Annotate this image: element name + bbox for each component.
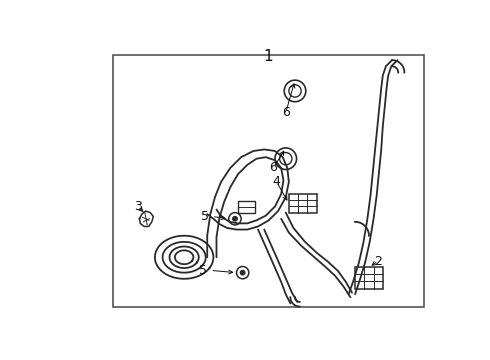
Text: 6: 6 <box>282 106 290 119</box>
Text: 3: 3 <box>134 200 142 213</box>
Text: 1: 1 <box>263 49 273 64</box>
Text: 6: 6 <box>270 161 277 175</box>
Bar <box>289 194 317 213</box>
Circle shape <box>233 216 237 221</box>
Circle shape <box>284 80 306 102</box>
Bar <box>355 267 383 289</box>
Circle shape <box>237 266 249 279</box>
Bar <box>113 55 424 306</box>
Circle shape <box>280 153 292 165</box>
Bar <box>238 201 255 213</box>
Circle shape <box>289 85 301 97</box>
Circle shape <box>240 270 245 275</box>
Circle shape <box>275 148 296 170</box>
Text: 2: 2 <box>374 255 382 267</box>
Text: 5: 5 <box>199 264 207 277</box>
Text: 5: 5 <box>201 210 209 223</box>
Text: 4: 4 <box>272 175 280 188</box>
Circle shape <box>229 213 241 225</box>
